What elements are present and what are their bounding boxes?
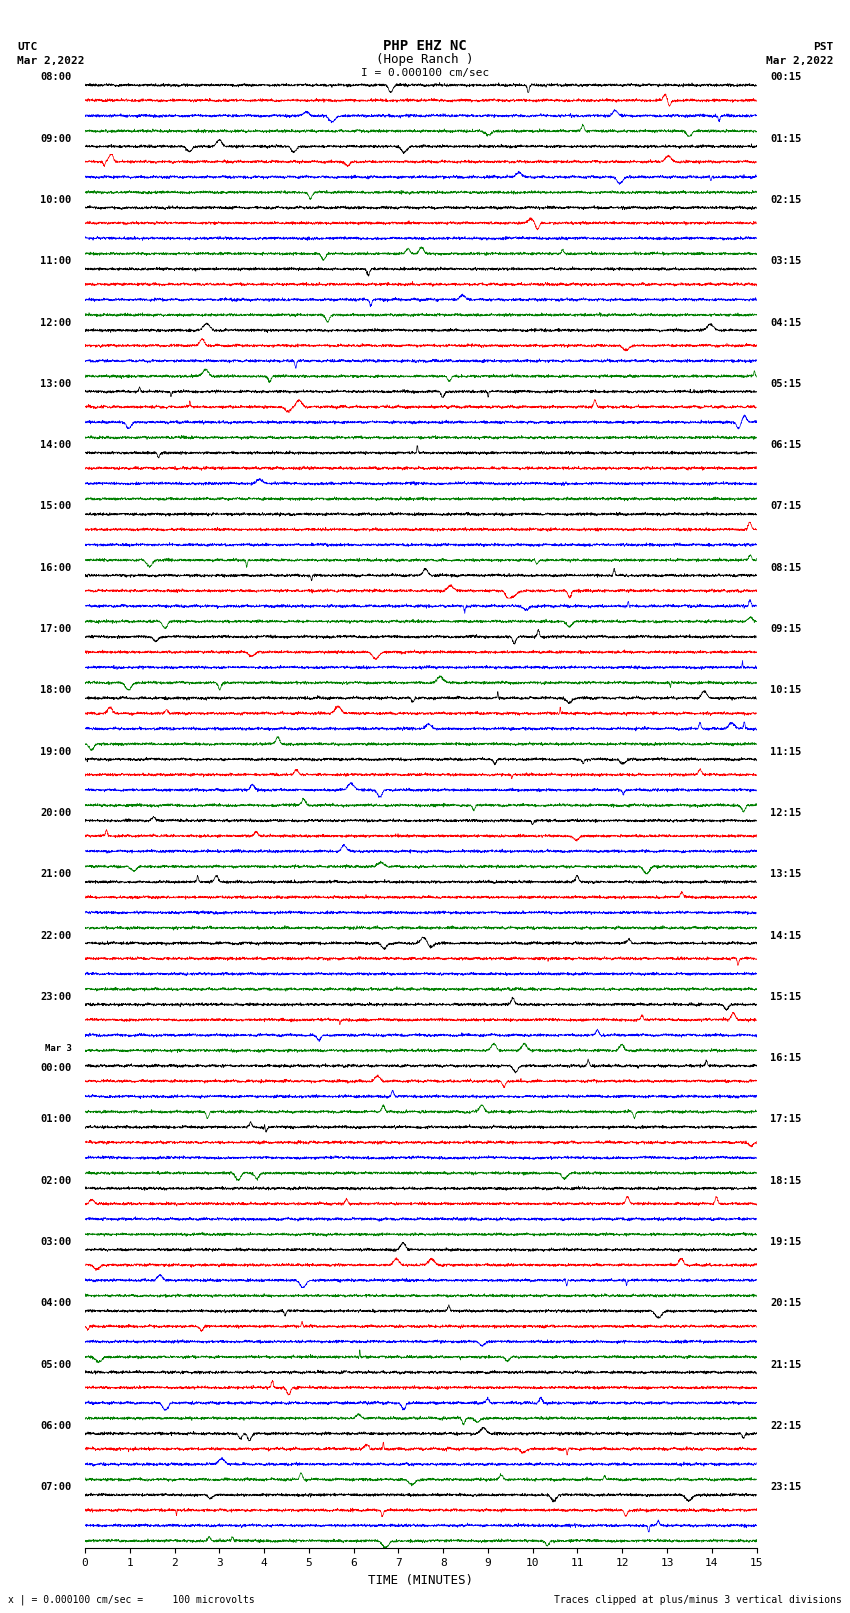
Text: 21:15: 21:15 xyxy=(770,1360,802,1369)
X-axis label: TIME (MINUTES): TIME (MINUTES) xyxy=(368,1574,473,1587)
Text: (Hope Ranch ): (Hope Ranch ) xyxy=(377,53,473,66)
Text: 09:15: 09:15 xyxy=(770,624,802,634)
Text: 12:15: 12:15 xyxy=(770,808,802,818)
Text: 12:00: 12:00 xyxy=(40,318,71,327)
Text: 05:15: 05:15 xyxy=(770,379,802,389)
Text: 15:15: 15:15 xyxy=(770,992,802,1002)
Text: 03:00: 03:00 xyxy=(40,1237,71,1247)
Text: 06:00: 06:00 xyxy=(40,1421,71,1431)
Text: 22:15: 22:15 xyxy=(770,1421,802,1431)
Text: 04:15: 04:15 xyxy=(770,318,802,327)
Text: PHP EHZ NC: PHP EHZ NC xyxy=(383,39,467,53)
Text: 07:15: 07:15 xyxy=(770,502,802,511)
Text: 14:15: 14:15 xyxy=(770,931,802,940)
Text: Mar 2,2022: Mar 2,2022 xyxy=(766,56,833,66)
Text: 18:00: 18:00 xyxy=(40,686,71,695)
Text: 01:00: 01:00 xyxy=(40,1115,71,1124)
Text: 08:15: 08:15 xyxy=(770,563,802,573)
Text: 00:15: 00:15 xyxy=(770,73,802,82)
Text: 08:00: 08:00 xyxy=(40,73,71,82)
Text: 10:00: 10:00 xyxy=(40,195,71,205)
Text: 23:00: 23:00 xyxy=(40,992,71,1002)
Text: Mar 3: Mar 3 xyxy=(45,1044,71,1053)
Text: 20:00: 20:00 xyxy=(40,808,71,818)
Text: 22:00: 22:00 xyxy=(40,931,71,940)
Text: 07:00: 07:00 xyxy=(40,1482,71,1492)
Text: 21:00: 21:00 xyxy=(40,869,71,879)
Text: 13:15: 13:15 xyxy=(770,869,802,879)
Text: UTC: UTC xyxy=(17,42,37,52)
Text: 19:15: 19:15 xyxy=(770,1237,802,1247)
Text: 05:00: 05:00 xyxy=(40,1360,71,1369)
Text: Mar 2,2022: Mar 2,2022 xyxy=(17,56,84,66)
Text: x | = 0.000100 cm/sec =     100 microvolts: x | = 0.000100 cm/sec = 100 microvolts xyxy=(8,1594,255,1605)
Text: 02:00: 02:00 xyxy=(40,1176,71,1186)
Text: 16:00: 16:00 xyxy=(40,563,71,573)
Text: 10:15: 10:15 xyxy=(770,686,802,695)
Text: 20:15: 20:15 xyxy=(770,1298,802,1308)
Text: 01:15: 01:15 xyxy=(770,134,802,144)
Text: 11:15: 11:15 xyxy=(770,747,802,756)
Text: 18:15: 18:15 xyxy=(770,1176,802,1186)
Text: 14:00: 14:00 xyxy=(40,440,71,450)
Text: 17:15: 17:15 xyxy=(770,1115,802,1124)
Text: 06:15: 06:15 xyxy=(770,440,802,450)
Text: PST: PST xyxy=(813,42,833,52)
Text: 02:15: 02:15 xyxy=(770,195,802,205)
Text: 11:00: 11:00 xyxy=(40,256,71,266)
Text: 16:15: 16:15 xyxy=(770,1053,802,1063)
Text: 17:00: 17:00 xyxy=(40,624,71,634)
Text: 13:00: 13:00 xyxy=(40,379,71,389)
Text: I = 0.000100 cm/sec: I = 0.000100 cm/sec xyxy=(361,68,489,77)
Text: 00:00: 00:00 xyxy=(40,1063,71,1073)
Text: 19:00: 19:00 xyxy=(40,747,71,756)
Text: 09:00: 09:00 xyxy=(40,134,71,144)
Text: 04:00: 04:00 xyxy=(40,1298,71,1308)
Text: 03:15: 03:15 xyxy=(770,256,802,266)
Text: 23:15: 23:15 xyxy=(770,1482,802,1492)
Text: Traces clipped at plus/minus 3 vertical divisions: Traces clipped at plus/minus 3 vertical … xyxy=(553,1595,842,1605)
Text: 15:00: 15:00 xyxy=(40,502,71,511)
